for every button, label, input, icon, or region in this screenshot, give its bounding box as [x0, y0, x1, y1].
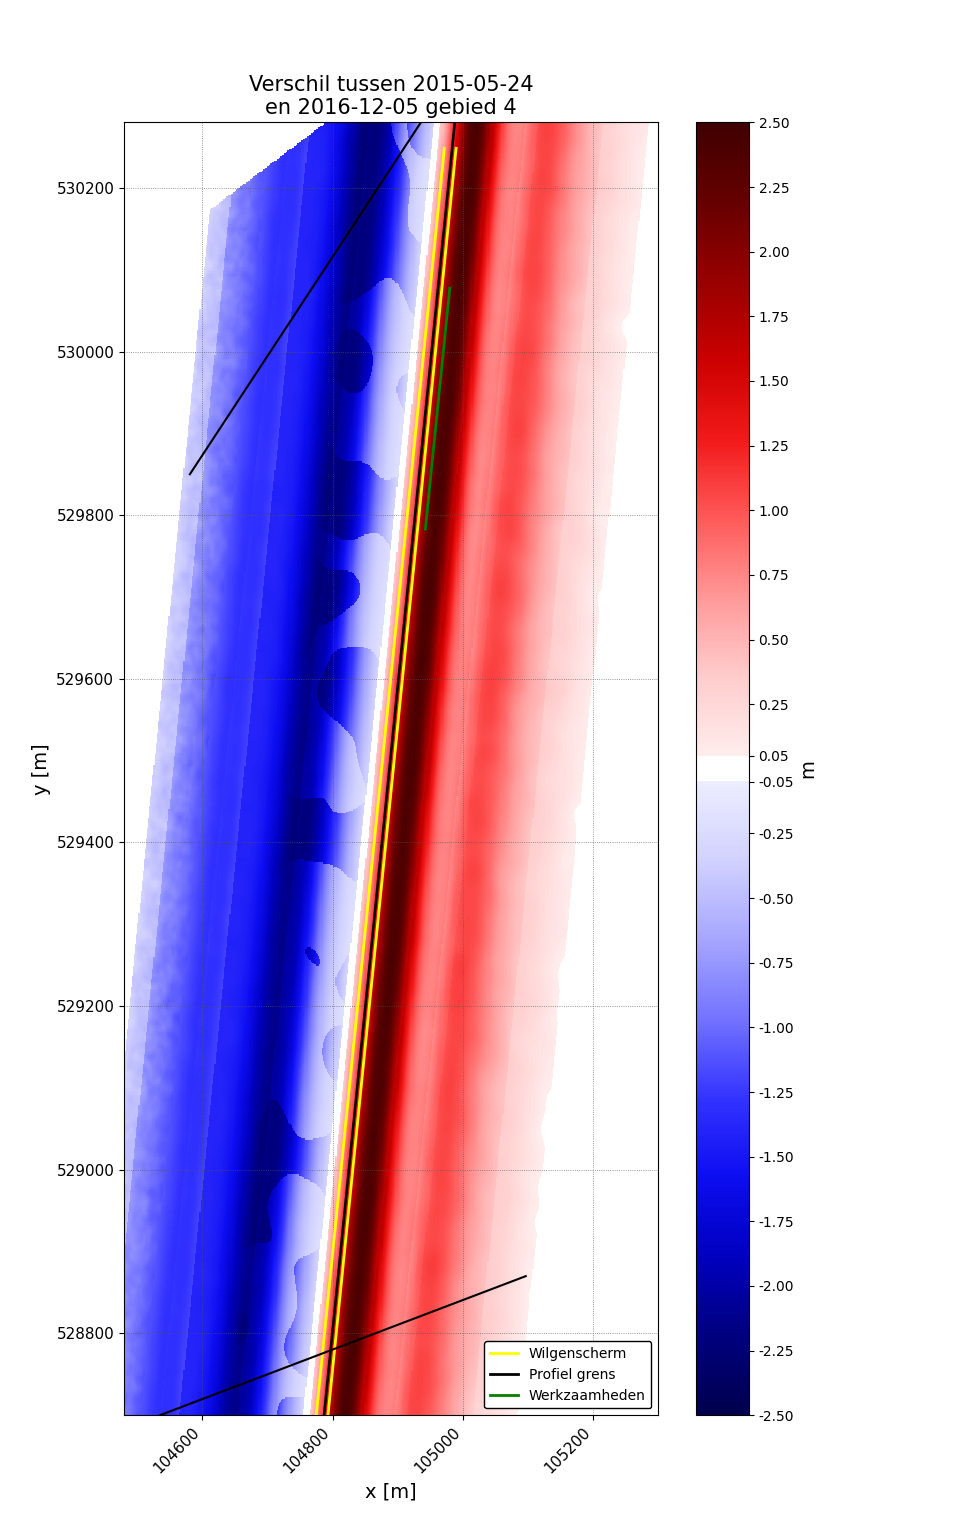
Y-axis label: m: m [798, 759, 817, 779]
X-axis label: x [m]: x [m] [365, 1483, 416, 1501]
Title: Verschil tussen 2015-05-24
en 2016-12-05 gebied 4: Verschil tussen 2015-05-24 en 2016-12-05… [249, 75, 533, 118]
Y-axis label: y [m]: y [m] [31, 744, 51, 794]
Legend: Wilgenscherm, Profiel grens, Werkzaamheden: Wilgenscherm, Profiel grens, Werkzaamhed… [484, 1342, 651, 1408]
